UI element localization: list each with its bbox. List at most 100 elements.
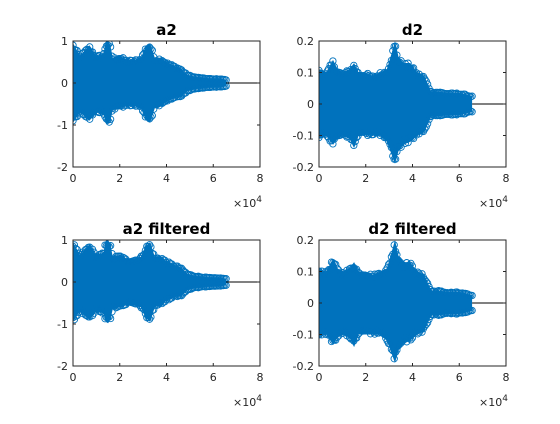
data-marker	[418, 270, 426, 278]
data-marker	[137, 101, 145, 110]
data-marker	[386, 140, 394, 148]
x-tick-label: 8	[257, 371, 264, 384]
plot-area	[73, 41, 260, 126]
data-marker	[407, 336, 415, 344]
subplot-2: 0 2 4 6 8 -0.2 -0.1 0 0.1 0.2 d2 ×104	[293, 21, 510, 210]
data-marker	[108, 308, 116, 316]
data-marker	[451, 90, 460, 98]
data-marker	[99, 249, 108, 258]
data-marker	[391, 42, 400, 50]
data-marker	[147, 45, 155, 53]
plot-area	[319, 240, 506, 363]
y-tick-label: 0	[61, 276, 68, 289]
data-marker	[359, 327, 368, 335]
data-marker	[104, 116, 112, 124]
x-tick-label: 6	[456, 371, 463, 384]
x-tick-label: 0	[70, 371, 77, 384]
data-marker	[386, 340, 394, 348]
data-marker	[99, 50, 108, 58]
x-tick-label: 4	[409, 172, 416, 185]
y-tick-label: 1	[61, 35, 68, 48]
data-marker	[384, 260, 393, 269]
data-marker	[141, 45, 150, 53]
y-tick-label: 1	[61, 234, 68, 247]
data-marker	[439, 111, 447, 119]
data-marker	[144, 113, 152, 122]
subplot-title: a2	[156, 21, 177, 39]
data-marker	[362, 129, 370, 137]
data-marker	[408, 334, 416, 342]
data-marker	[393, 251, 401, 259]
data-marker	[468, 306, 476, 315]
data-marker	[151, 255, 159, 263]
x-tick-label: 6	[456, 172, 463, 185]
data-marker	[140, 250, 148, 258]
data-marker	[371, 128, 379, 136]
y-tick-label: 0	[307, 297, 314, 310]
data-marker	[386, 60, 394, 69]
subplot-1: 0 2 4 6 8 -2 -1 0 1 a2 ×104	[57, 21, 263, 210]
data-marker	[157, 298, 165, 306]
y-tick-label: -2	[57, 360, 68, 373]
data-marker	[162, 96, 170, 104]
x-tick-label: 4	[163, 371, 170, 384]
data-marker	[141, 113, 150, 121]
data-marker	[384, 64, 393, 73]
data-marker	[351, 137, 359, 146]
x-tick-label: 0	[316, 371, 323, 384]
data-marker	[397, 143, 405, 151]
subplot-title: a2 filtered	[123, 220, 211, 238]
data-marker	[401, 60, 409, 68]
data-marker	[332, 260, 340, 269]
data-marker	[162, 60, 170, 68]
data-marker	[222, 82, 230, 90]
x-tick-label: 4	[409, 371, 416, 384]
data-marker	[393, 346, 401, 354]
data-marker	[387, 143, 396, 152]
data-marker	[106, 242, 115, 250]
data-marker	[384, 137, 393, 145]
data-marker	[106, 115, 115, 123]
data-marker	[404, 138, 412, 147]
data-marker	[468, 291, 476, 300]
subplot-3: 0 2 4 6 8 -2 -1 0 1 a2 filtered ×104	[57, 220, 263, 409]
data-marker	[131, 300, 140, 308]
y-tick-label: 0	[61, 77, 68, 90]
data-marker	[187, 72, 195, 80]
subplot-title: d2	[402, 21, 423, 39]
y-tick-label: -2	[57, 161, 68, 174]
data-marker	[137, 56, 145, 65]
y-tick-label: -0.1	[293, 329, 314, 342]
y-tick-label: 0.2	[297, 234, 315, 247]
series-envelope	[73, 240, 227, 324]
data-marker	[148, 306, 156, 315]
data-marker	[383, 69, 391, 77]
x-axis-multiplier: ×104	[233, 394, 262, 409]
data-marker	[430, 311, 439, 319]
data-marker	[383, 133, 391, 142]
data-marker	[326, 265, 334, 274]
data-marker	[131, 256, 140, 264]
plot-area	[73, 240, 260, 324]
data-marker	[380, 330, 389, 339]
data-marker	[391, 348, 400, 356]
data-marker	[362, 71, 370, 79]
data-marker	[350, 61, 358, 70]
y-tick-label: -0.2	[293, 360, 314, 373]
data-marker	[430, 287, 439, 295]
data-marker	[357, 128, 365, 137]
x-tick-label: 6	[210, 172, 217, 185]
data-marker	[138, 107, 147, 115]
data-marker	[359, 271, 368, 279]
data-marker	[329, 140, 337, 148]
data-marker	[105, 41, 113, 48]
y-tick-label: -0.1	[293, 130, 314, 143]
data-marker	[393, 51, 401, 59]
data-marker	[345, 265, 354, 273]
data-marker	[326, 331, 334, 339]
x-tick-label: 4	[163, 172, 170, 185]
data-marker	[162, 258, 170, 267]
data-marker	[458, 309, 467, 317]
data-marker	[403, 63, 411, 71]
